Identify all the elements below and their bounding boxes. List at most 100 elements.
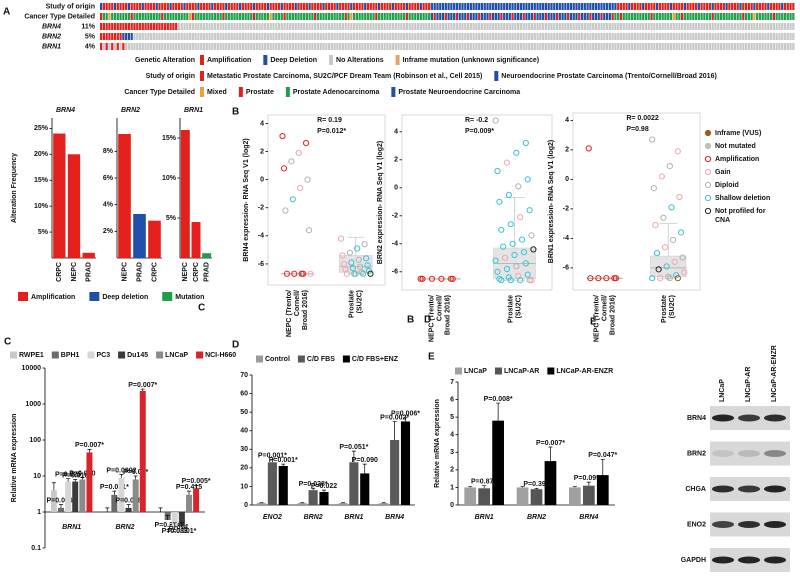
legend-swatch — [256, 355, 263, 363]
oncoprint-cell — [414, 23, 417, 30]
oncoprint-cell — [230, 23, 233, 30]
oncoprint-cell — [116, 43, 119, 50]
oncoprint-cell — [544, 23, 548, 30]
oncoprint-cell — [297, 13, 300, 20]
oncoprint-cell — [589, 43, 592, 50]
oncoprint-cell — [683, 43, 687, 50]
oncoprint-cell — [783, 13, 787, 20]
error-bar — [140, 388, 145, 391]
y-tick-label: 20 — [240, 465, 248, 472]
oncoprint-cell — [536, 23, 539, 30]
oncoprint-cell — [706, 3, 709, 10]
oncoprint-cell — [319, 3, 322, 10]
gene-label: BRN2 — [42, 33, 61, 40]
oncoprint-cell — [105, 43, 108, 50]
oncoprint-cell — [714, 13, 717, 20]
oncoprint-cell — [269, 33, 272, 40]
oncoprint-cell — [530, 33, 534, 40]
legend-label: Gain — [715, 169, 731, 176]
legend-label: Amplification — [207, 57, 251, 64]
oncoprint-cell — [569, 23, 573, 30]
gene-label: BRN1 — [42, 43, 61, 50]
blot-band — [738, 556, 760, 564]
x-tick-label: ENO2 — [263, 514, 282, 521]
oncoprint-cell — [294, 33, 297, 40]
oncoprint-cell — [600, 13, 603, 20]
value-label: P=0.001* — [167, 528, 196, 535]
oncoprint-cell — [600, 3, 603, 10]
oncoprint-cell — [372, 3, 375, 10]
oncoprint-cell — [327, 43, 331, 50]
x-tick-label: BRN2 — [527, 514, 546, 521]
error-bar — [482, 485, 487, 489]
y-tick-label: -6 — [563, 265, 569, 272]
oncoprint-cell — [319, 33, 322, 40]
oncoprint-cell — [166, 3, 169, 10]
oncoprint-cell — [366, 3, 370, 10]
oncoprint-cell — [466, 3, 470, 10]
oncoprint-cell — [694, 3, 698, 10]
oncoprint-cell — [731, 13, 734, 20]
bar — [349, 462, 359, 505]
oncoprint-cell — [314, 43, 317, 50]
oncoprint-cell — [669, 33, 673, 40]
oncoprint-cell — [483, 13, 486, 20]
bar — [193, 488, 200, 512]
oncoprint-cell — [339, 13, 342, 20]
oncoprint-cell — [658, 13, 662, 20]
y-tick-label: 7 — [450, 379, 454, 386]
chart-title: BRN1 — [184, 107, 203, 114]
y-tick-label: 30 — [240, 446, 248, 453]
oncoprint-cell — [769, 13, 773, 20]
oncoprint-cell — [630, 3, 634, 10]
oncoprint-cell — [213, 43, 217, 50]
oncoprint-cell — [175, 13, 178, 20]
y-tick-label: 10% — [162, 175, 177, 182]
x-tick-label: Broad 2016) — [302, 290, 309, 330]
oncoprint-cell — [119, 43, 122, 50]
oncoprint-cell — [305, 3, 308, 10]
oncoprint-cell — [378, 23, 381, 30]
oncoprint-cell — [125, 3, 128, 10]
oncoprint-cell — [194, 3, 197, 10]
oncoprint-cell — [163, 33, 167, 40]
oncoprint-cell — [778, 33, 781, 40]
oncoprint-cell — [750, 3, 753, 10]
oncoprint-cell — [530, 43, 534, 50]
oncoprint-cell — [330, 33, 333, 40]
oncoprint-cell — [433, 33, 436, 40]
oncoprint-cell — [628, 3, 631, 10]
y-tick-label: 0 — [565, 176, 569, 183]
oncoprint-cell — [664, 43, 667, 50]
point — [520, 249, 528, 256]
oncoprint-cell — [341, 33, 345, 40]
oncoprint-cell — [147, 3, 150, 10]
oncoprint-cell — [264, 33, 267, 40]
oncoprint-cell — [286, 3, 289, 10]
oncoprint-cell — [525, 3, 528, 10]
error-bar — [105, 507, 110, 512]
oncoprint-cell — [722, 33, 725, 40]
oncoprint-cell — [603, 13, 606, 20]
oncoprint-cell — [644, 13, 648, 20]
oncoprint-cell — [444, 3, 447, 10]
error-bar — [73, 479, 78, 482]
oncoprint-cell — [778, 3, 781, 10]
value-label: P=0.0951 — [574, 475, 604, 482]
oncoprint-cell — [672, 33, 675, 40]
oncoprint-cell — [681, 23, 684, 30]
oncoprint-cell — [508, 13, 511, 20]
oncoprint-cell — [536, 13, 539, 20]
oncoprint-cell — [202, 3, 206, 10]
oncoprint-cell — [503, 3, 506, 10]
oncoprint-cell — [714, 23, 717, 30]
point — [279, 132, 286, 140]
oncoprint-cell — [264, 3, 267, 10]
oncoprint-cell — [636, 23, 639, 30]
oncoprint-cell — [405, 43, 409, 50]
oncoprint-cell — [792, 3, 795, 10]
oncoprint-cell — [619, 13, 623, 20]
error-bar — [600, 458, 605, 476]
oncoprint-cell — [444, 43, 447, 50]
